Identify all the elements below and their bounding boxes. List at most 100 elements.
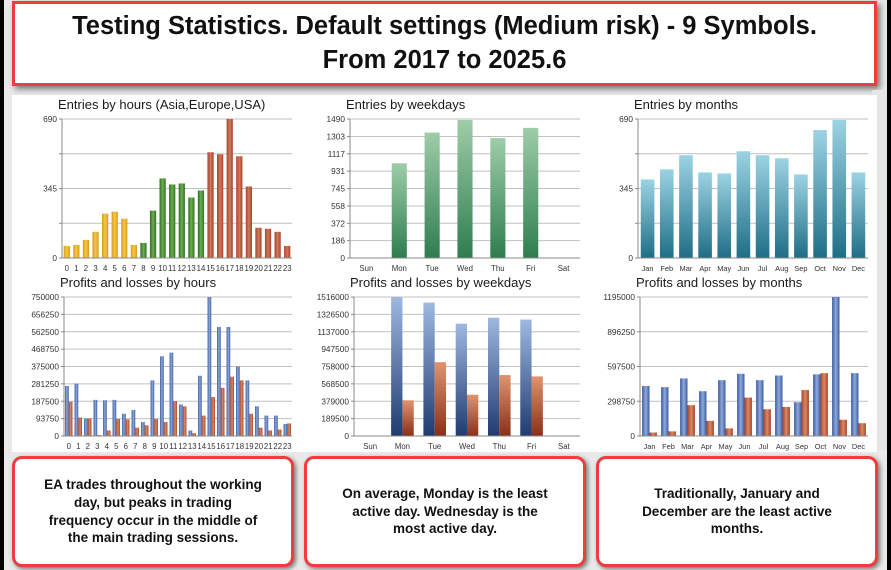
svg-text:Entries by months: Entries by months	[634, 97, 739, 112]
svg-text:947500: 947500	[321, 344, 349, 354]
svg-text:568500: 568500	[321, 379, 349, 389]
svg-text:375000: 375000	[31, 362, 59, 372]
svg-text:13: 13	[187, 264, 196, 273]
svg-text:21: 21	[264, 264, 273, 273]
svg-text:372: 372	[331, 218, 345, 228]
svg-text:Sun: Sun	[363, 442, 377, 451]
svg-text:Sat: Sat	[558, 442, 571, 451]
svg-text:298750: 298750	[607, 396, 635, 406]
svg-text:931: 931	[331, 166, 345, 176]
svg-text:Dec: Dec	[852, 264, 865, 273]
svg-text:Aug: Aug	[776, 442, 789, 451]
svg-text:745: 745	[331, 184, 345, 194]
svg-text:562500: 562500	[31, 327, 59, 337]
svg-text:1: 1	[76, 442, 80, 451]
svg-text:Feb: Feb	[662, 442, 675, 451]
svg-text:6: 6	[122, 264, 126, 273]
svg-text:0: 0	[65, 264, 70, 273]
svg-text:1490: 1490	[327, 114, 346, 124]
svg-text:750000: 750000	[31, 292, 59, 302]
svg-text:Fri: Fri	[527, 442, 536, 451]
svg-text:7: 7	[133, 442, 137, 451]
svg-text:Wed: Wed	[457, 264, 473, 273]
svg-text:Entries by hours (Asia,Europe,: Entries by hours (Asia,Europe,USA)	[58, 97, 265, 112]
svg-text:Sep: Sep	[795, 442, 808, 451]
svg-text:18: 18	[235, 264, 244, 273]
svg-text:Mar: Mar	[681, 442, 694, 451]
svg-text:15: 15	[207, 442, 216, 451]
svg-text:1: 1	[74, 264, 78, 273]
svg-text:Tue: Tue	[428, 442, 441, 451]
svg-text:9: 9	[152, 442, 156, 451]
svg-text:1516000: 1516000	[317, 292, 350, 302]
svg-text:16: 16	[216, 264, 225, 273]
svg-text:758000: 758000	[321, 362, 349, 372]
svg-text:Jan: Jan	[642, 264, 654, 273]
svg-text:Fri: Fri	[526, 264, 535, 273]
svg-text:656250: 656250	[31, 309, 59, 319]
svg-text:Entries by weekdays: Entries by weekdays	[346, 97, 466, 112]
svg-text:Jun: Jun	[737, 264, 749, 273]
svg-text:597500: 597500	[607, 362, 635, 372]
svg-text:Oct: Oct	[815, 442, 827, 451]
svg-text:Dec: Dec	[852, 442, 865, 451]
svg-text:Jun: Jun	[739, 442, 751, 451]
svg-text:23: 23	[283, 442, 292, 451]
svg-text:0: 0	[67, 442, 72, 451]
svg-text:1137000: 1137000	[317, 327, 349, 337]
svg-text:Sat: Sat	[558, 264, 571, 273]
svg-text:Thu: Thu	[491, 264, 504, 273]
svg-text:0: 0	[344, 431, 349, 441]
svg-text:Jan: Jan	[644, 442, 656, 451]
svg-text:May: May	[717, 264, 731, 273]
svg-text:14: 14	[197, 264, 206, 273]
svg-text:12: 12	[177, 264, 186, 273]
svg-text:22: 22	[273, 442, 282, 451]
svg-text:281250: 281250	[31, 379, 59, 389]
svg-text:690: 690	[43, 114, 57, 124]
svg-text:690: 690	[619, 114, 633, 124]
svg-text:558: 558	[331, 201, 345, 211]
svg-text:1326500: 1326500	[317, 309, 350, 319]
svg-text:Mon: Mon	[395, 442, 410, 451]
svg-text:12: 12	[178, 442, 187, 451]
svg-text:20: 20	[254, 442, 263, 451]
svg-text:4: 4	[103, 264, 108, 273]
svg-text:0: 0	[340, 253, 345, 263]
svg-text:14: 14	[197, 442, 206, 451]
svg-text:186: 186	[331, 236, 345, 246]
svg-text:1195000: 1195000	[603, 292, 635, 302]
svg-text:Oct: Oct	[814, 264, 826, 273]
svg-text:896250: 896250	[607, 327, 635, 337]
svg-text:19: 19	[245, 264, 254, 273]
svg-text:Sep: Sep	[794, 264, 807, 273]
svg-text:379000: 379000	[321, 396, 349, 406]
svg-text:Mar: Mar	[680, 264, 693, 273]
svg-text:5: 5	[113, 264, 118, 273]
svg-text:10: 10	[159, 442, 168, 451]
svg-text:May: May	[719, 442, 733, 451]
svg-text:19: 19	[245, 442, 254, 451]
svg-text:Nov: Nov	[833, 264, 846, 273]
svg-text:10: 10	[158, 264, 167, 273]
svg-text:7: 7	[132, 264, 136, 273]
svg-text:0: 0	[54, 431, 59, 441]
svg-text:345: 345	[619, 184, 633, 194]
svg-text:187500: 187500	[31, 396, 59, 406]
svg-text:22: 22	[273, 264, 282, 273]
svg-text:18: 18	[235, 442, 244, 451]
svg-text:20: 20	[254, 264, 263, 273]
svg-text:Feb: Feb	[660, 264, 673, 273]
svg-text:93750: 93750	[36, 414, 59, 424]
svg-text:Profits and losses by weekdays: Profits and losses by weekdays	[350, 275, 532, 290]
svg-text:9: 9	[151, 264, 155, 273]
svg-text:Tue: Tue	[426, 264, 439, 273]
svg-text:11: 11	[168, 264, 176, 273]
svg-text:13: 13	[188, 442, 197, 451]
svg-text:2: 2	[84, 264, 88, 273]
svg-text:4: 4	[105, 442, 110, 451]
svg-text:Mon: Mon	[392, 264, 407, 273]
svg-text:Jul: Jul	[758, 264, 768, 273]
svg-text:2: 2	[86, 442, 90, 451]
svg-text:8: 8	[143, 442, 147, 451]
